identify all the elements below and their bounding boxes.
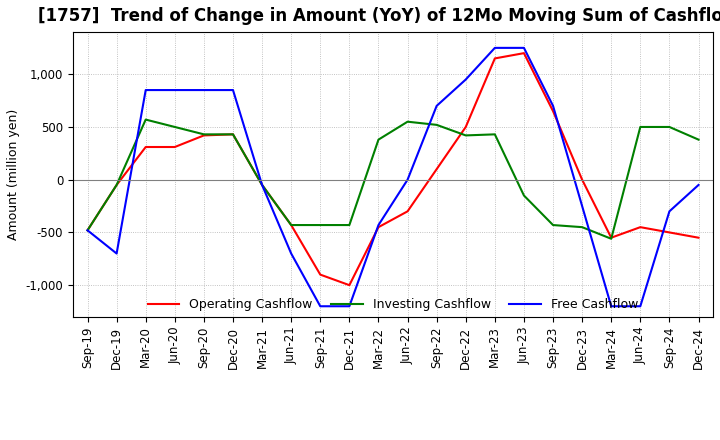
Investing Cashflow xyxy=(84,227,92,233)
Y-axis label: Amount (million yen): Amount (million yen) xyxy=(7,109,20,240)
Free Cashflow xyxy=(403,177,412,182)
Free Cashflow xyxy=(199,88,208,93)
Operating Cashflow xyxy=(374,224,383,230)
Operating Cashflow xyxy=(316,272,325,277)
Free Cashflow xyxy=(636,304,644,309)
Line: Free Cashflow: Free Cashflow xyxy=(88,48,698,306)
Operating Cashflow xyxy=(636,224,644,230)
Investing Cashflow xyxy=(490,132,499,137)
Investing Cashflow xyxy=(112,182,121,187)
Free Cashflow xyxy=(578,203,587,209)
Investing Cashflow xyxy=(432,122,441,128)
Investing Cashflow xyxy=(549,222,557,227)
Operating Cashflow xyxy=(112,182,121,187)
Investing Cashflow xyxy=(199,132,208,137)
Operating Cashflow xyxy=(171,144,179,150)
Investing Cashflow xyxy=(520,193,528,198)
Free Cashflow xyxy=(258,182,266,187)
Operating Cashflow xyxy=(462,125,470,130)
Investing Cashflow xyxy=(287,222,295,227)
Operating Cashflow xyxy=(141,144,150,150)
Free Cashflow xyxy=(316,304,325,309)
Free Cashflow xyxy=(607,304,616,309)
Investing Cashflow xyxy=(229,132,238,137)
Operating Cashflow xyxy=(432,166,441,172)
Operating Cashflow xyxy=(578,177,587,182)
Investing Cashflow xyxy=(665,125,674,130)
Title: [1757]  Trend of Change in Amount (YoY) of 12Mo Moving Sum of Cashflows: [1757] Trend of Change in Amount (YoY) o… xyxy=(38,7,720,25)
Free Cashflow xyxy=(665,209,674,214)
Free Cashflow xyxy=(549,103,557,109)
Free Cashflow xyxy=(432,103,441,109)
Investing Cashflow xyxy=(316,222,325,227)
Operating Cashflow xyxy=(665,230,674,235)
Operating Cashflow xyxy=(607,235,616,240)
Operating Cashflow xyxy=(694,235,703,240)
Operating Cashflow xyxy=(520,51,528,56)
Line: Investing Cashflow: Investing Cashflow xyxy=(88,120,698,239)
Operating Cashflow xyxy=(258,182,266,187)
Legend: Operating Cashflow, Investing Cashflow, Free Cashflow: Operating Cashflow, Investing Cashflow, … xyxy=(143,293,643,316)
Investing Cashflow xyxy=(607,236,616,242)
Free Cashflow xyxy=(112,251,121,256)
Operating Cashflow xyxy=(199,133,208,138)
Investing Cashflow xyxy=(171,125,179,130)
Free Cashflow xyxy=(141,88,150,93)
Operating Cashflow xyxy=(549,109,557,114)
Investing Cashflow xyxy=(462,133,470,138)
Free Cashflow xyxy=(84,227,92,233)
Investing Cashflow xyxy=(694,137,703,142)
Operating Cashflow xyxy=(345,282,354,288)
Free Cashflow xyxy=(229,88,238,93)
Free Cashflow xyxy=(462,77,470,82)
Free Cashflow xyxy=(520,45,528,51)
Investing Cashflow xyxy=(578,224,587,230)
Operating Cashflow xyxy=(229,132,238,137)
Free Cashflow xyxy=(345,304,354,309)
Investing Cashflow xyxy=(403,119,412,125)
Operating Cashflow xyxy=(84,227,92,233)
Free Cashflow xyxy=(374,222,383,227)
Investing Cashflow xyxy=(258,182,266,187)
Free Cashflow xyxy=(694,182,703,187)
Investing Cashflow xyxy=(141,117,150,122)
Free Cashflow xyxy=(287,251,295,256)
Investing Cashflow xyxy=(636,125,644,130)
Free Cashflow xyxy=(171,88,179,93)
Operating Cashflow xyxy=(490,56,499,61)
Investing Cashflow xyxy=(374,137,383,142)
Free Cashflow xyxy=(490,45,499,51)
Operating Cashflow xyxy=(403,209,412,214)
Investing Cashflow xyxy=(345,222,354,227)
Line: Operating Cashflow: Operating Cashflow xyxy=(88,53,698,285)
Operating Cashflow xyxy=(287,222,295,227)
